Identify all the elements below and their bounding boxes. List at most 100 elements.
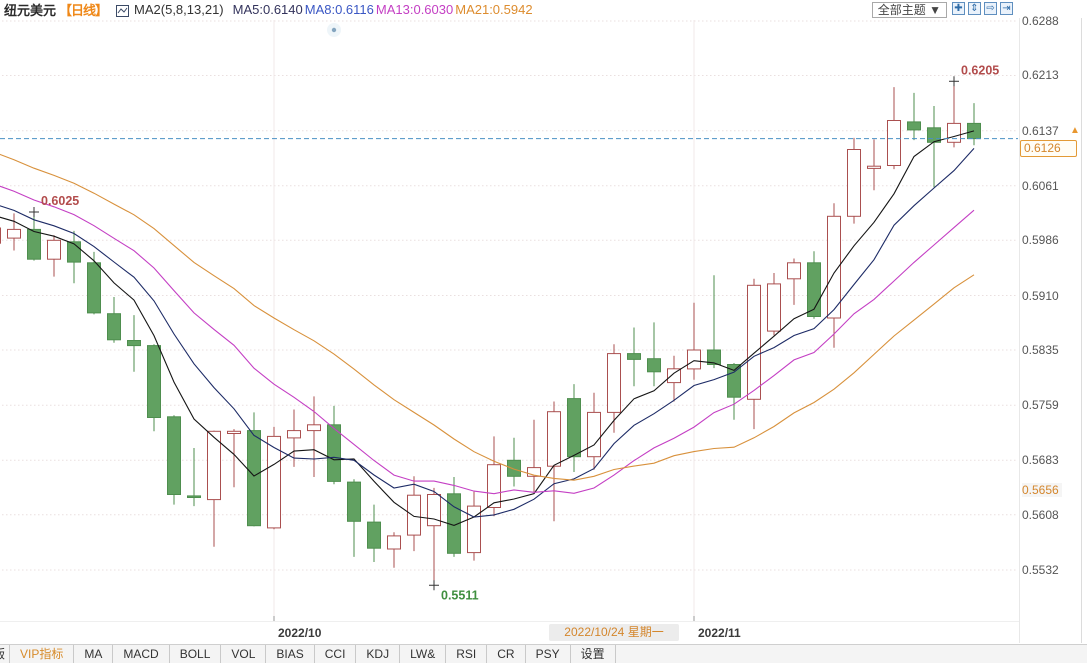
candle-body (427, 494, 441, 527)
candle-body (767, 283, 781, 332)
chart-toolbar-icons: ✚ ⇕ ⇨ ⇥ (952, 2, 1013, 15)
indicator-tabbar: 版VIP指标MAMACDBOLLVOLBIASCCIKDJLW&RSICRPSY… (0, 644, 1087, 663)
candle-body (727, 364, 741, 398)
plot-bottom-line (0, 621, 1019, 622)
candle-body (307, 424, 321, 432)
ma-line-ma21 (0, 153, 975, 481)
clipped-tab-label: 版 (0, 645, 10, 663)
candle-body (167, 416, 181, 495)
ma-line-ma8 (0, 148, 975, 518)
candle-body (907, 121, 921, 131)
candle-body (327, 424, 341, 482)
candle-body (887, 120, 901, 166)
watermark-dot (331, 27, 337, 33)
collapse-right-icon[interactable]: ⇥ (1000, 2, 1013, 15)
price-up-arrow-icon: ▲ (1070, 125, 1080, 136)
candle-body (487, 464, 501, 509)
ma-legend-item: MA8:0.6116 (304, 2, 374, 17)
candle-body (367, 521, 381, 549)
y-axis-tick-label: 0.6137 (1022, 124, 1059, 138)
ma-legend-item: MA13:0.6030 (375, 2, 454, 17)
candle-body (47, 239, 61, 260)
candle-body (387, 535, 401, 550)
y-axis-tick-label: 0.6288 (1022, 14, 1059, 28)
indicator-tab-ma[interactable]: MA (74, 645, 114, 663)
candle-body (0, 227, 1, 244)
y-axis-tick-label: 0.5986 (1022, 233, 1059, 247)
candlestick-mini-icon (116, 4, 130, 17)
indicator-tab-bias[interactable]: BIAS (266, 645, 315, 663)
candle-body (187, 495, 201, 498)
candle-body (347, 481, 361, 522)
candle-body (227, 430, 241, 434)
indicator-tab-boll[interactable]: BOLL (170, 645, 222, 663)
high-price-label: 0.6025 (41, 194, 79, 208)
scale-axes-icon[interactable]: ⇕ (968, 2, 981, 15)
indicator-tab-cci[interactable]: CCI (315, 645, 357, 663)
candle-body (587, 411, 601, 458)
x-axis-month-label: 2022/10 (278, 626, 322, 640)
pan-forward-icon[interactable]: ⇨ (984, 2, 997, 15)
y-axis-tick-label: 0.6061 (1022, 179, 1059, 193)
candle-body (127, 340, 141, 347)
indicator-tab-rsi[interactable]: RSI (446, 645, 488, 663)
y-axis-separator (1019, 18, 1020, 643)
x-axis-selected-date: 2022/10/24 星期一 (549, 624, 679, 641)
ma-legend: MA5:0.6140 MA8:0.6116 MA13:0.6030 MA21:0.59… (233, 2, 535, 17)
candle-body (147, 345, 161, 419)
candle-body (467, 505, 481, 554)
theme-dropdown[interactable]: 全部主题 ▼ (871, 2, 947, 18)
candle-body (627, 353, 641, 360)
period-tag: 【日线】 (59, 3, 108, 18)
candle-body (87, 262, 101, 314)
ma-params-label: MA2(5,8,13,21) (134, 2, 224, 17)
candle-body (867, 165, 881, 169)
candle-body (107, 313, 121, 341)
candle-body (27, 228, 41, 260)
candle-body (207, 430, 221, 501)
candle-body (407, 494, 421, 536)
candle-body (547, 411, 561, 467)
candle-body (707, 349, 721, 365)
candle-body (247, 430, 261, 527)
candle-body (747, 284, 761, 400)
y-axis-tick-label: 0.5759 (1022, 398, 1059, 412)
ma-legend-item: MA21:0.5942 (455, 2, 533, 17)
indicator-tab-lw&[interactable]: LW& (400, 645, 447, 663)
indicator-tab-设置[interactable]: 设置 (571, 645, 616, 663)
y-axis-tick-label: 0.5910 (1022, 289, 1059, 303)
y-axis-tick-label: 0.5835 (1022, 343, 1059, 357)
ma-legend-item: MA5:0.6140 (232, 2, 303, 17)
x-axis-month-label: 2022/11 (698, 626, 741, 640)
symbol-name: 纽元美元 (4, 3, 57, 18)
candle-body (827, 215, 841, 319)
candle-body (947, 122, 961, 143)
indicator-tab-vol[interactable]: VOL (221, 645, 267, 663)
indicator-tab-macd[interactable]: MACD (113, 645, 170, 663)
candle-body (567, 398, 581, 458)
chart-header: 纽元美元 【日线】 MA2(5,8,13,21) MA5:0.6140 MA8:0… (0, 0, 1087, 19)
candle-body (507, 459, 521, 477)
candle-body (687, 349, 701, 370)
current-price-tag: 0.6126 (1020, 140, 1077, 157)
indicator-tab-cr[interactable]: CR (487, 645, 526, 663)
ma-line-ma5 (0, 130, 975, 526)
candle-body (67, 241, 81, 263)
candle-body (527, 467, 541, 477)
candle-body (287, 430, 301, 439)
indicator-tab-vip指标[interactable]: VIP指标 (10, 645, 75, 663)
y-axis-tick-label: 0.5608 (1022, 508, 1059, 522)
indicator-tab-psy[interactable]: PSY (526, 645, 571, 663)
candle-body (7, 228, 21, 239)
y-axis-tick-label: 0.5532 (1022, 563, 1059, 577)
indicator-tab-kdj[interactable]: KDJ (356, 645, 401, 663)
low-price-label: 0.5511 (441, 588, 479, 602)
y-axis-tick-label: 0.6213 (1022, 68, 1059, 82)
level-price-label: 0.5656 (1022, 483, 1062, 497)
candle-body (267, 435, 281, 529)
candle-body (607, 353, 621, 413)
candle-body (647, 358, 661, 373)
crosshair-icon[interactable]: ✚ (952, 2, 965, 15)
